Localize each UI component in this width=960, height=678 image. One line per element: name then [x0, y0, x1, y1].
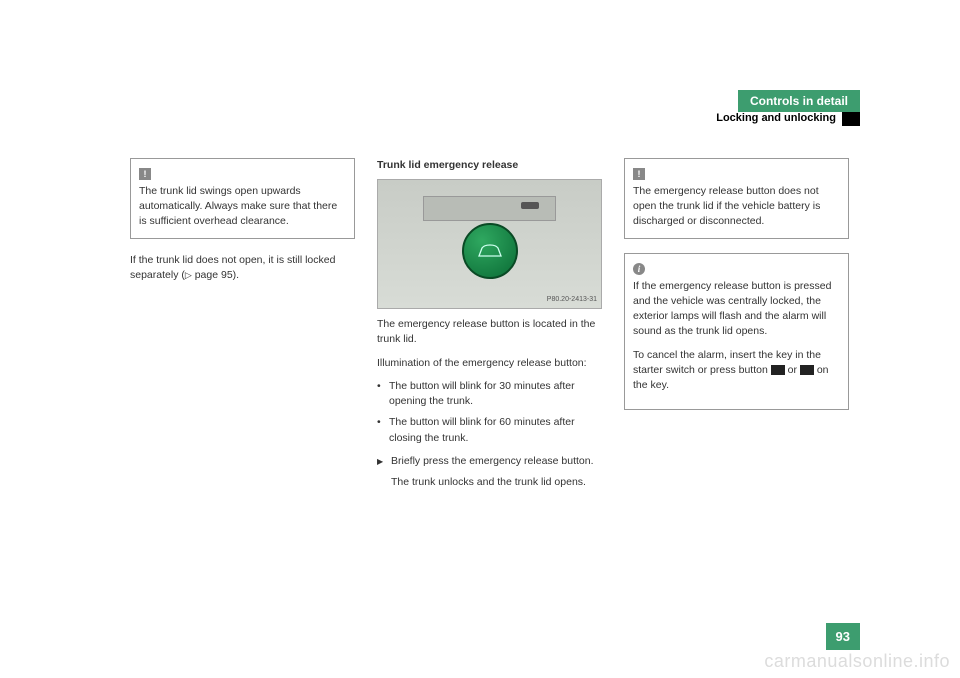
action-list: Briefly press the emergency release butt…	[377, 454, 602, 490]
caution-icon: !	[139, 168, 151, 180]
illumination-intro: Illumination of the emergency release bu…	[377, 356, 602, 371]
trunk-icon	[477, 242, 503, 260]
column-middle: Trunk lid emergency release P80.20-2413-…	[377, 158, 602, 498]
trunk-release-figure: P80.20-2413-31	[377, 179, 602, 309]
list-item: The button will blink for 60 minutes aft…	[377, 415, 602, 445]
lock-key-icon	[800, 365, 814, 375]
emergency-release-heading: Trunk lid emergency release	[377, 158, 602, 173]
caption-text: The emergency release button is located …	[377, 317, 602, 347]
list-item: The button will blink for 30 minutes aft…	[377, 379, 602, 409]
info-text: If the emergency release button is press…	[633, 279, 840, 340]
caution-note: ! The trunk lid swings open upwards auto…	[130, 158, 355, 239]
caution-note: ! The emergency release button does not …	[624, 158, 849, 239]
manual-page: Controls in detail Locking and unlocking…	[130, 90, 860, 650]
header-marker	[842, 112, 860, 126]
para-locked-separately: If the trunk lid does not open, it is st…	[130, 253, 355, 283]
watermark: carmanualsonline.info	[764, 651, 950, 672]
action-item: Briefly press the emergency release butt…	[377, 454, 602, 490]
column-left: ! The trunk lid swings open upwards auto…	[130, 158, 355, 498]
page-number: 93	[826, 623, 860, 650]
emergency-release-button-graphic	[462, 223, 518, 279]
note-text: The emergency release button does not op…	[633, 184, 840, 230]
info-icon: i	[633, 263, 645, 275]
note-text: The trunk lid swings open upwards automa…	[139, 184, 346, 230]
figure-id: P80.20-2413-31	[547, 295, 597, 305]
content-columns: ! The trunk lid swings open upwards auto…	[130, 158, 860, 498]
action-result: The trunk unlocks and the trunk lid open…	[391, 475, 602, 490]
section-header: Controls in detail	[738, 90, 860, 112]
section-title: Controls in detail	[750, 94, 848, 108]
column-right: ! The emergency release button does not …	[624, 158, 849, 498]
info-note: i If the emergency release button is pre…	[624, 253, 849, 411]
caution-icon: !	[633, 168, 645, 180]
subsection-title: Locking and unlocking	[716, 112, 836, 124]
reference-arrow-icon: ▷	[185, 270, 192, 280]
unlock-key-icon	[771, 365, 785, 375]
figure-latch	[521, 202, 539, 209]
illumination-list: The button will blink for 30 minutes aft…	[377, 379, 602, 446]
info-cancel-alarm: To cancel the alarm, insert the key in t…	[633, 348, 840, 394]
